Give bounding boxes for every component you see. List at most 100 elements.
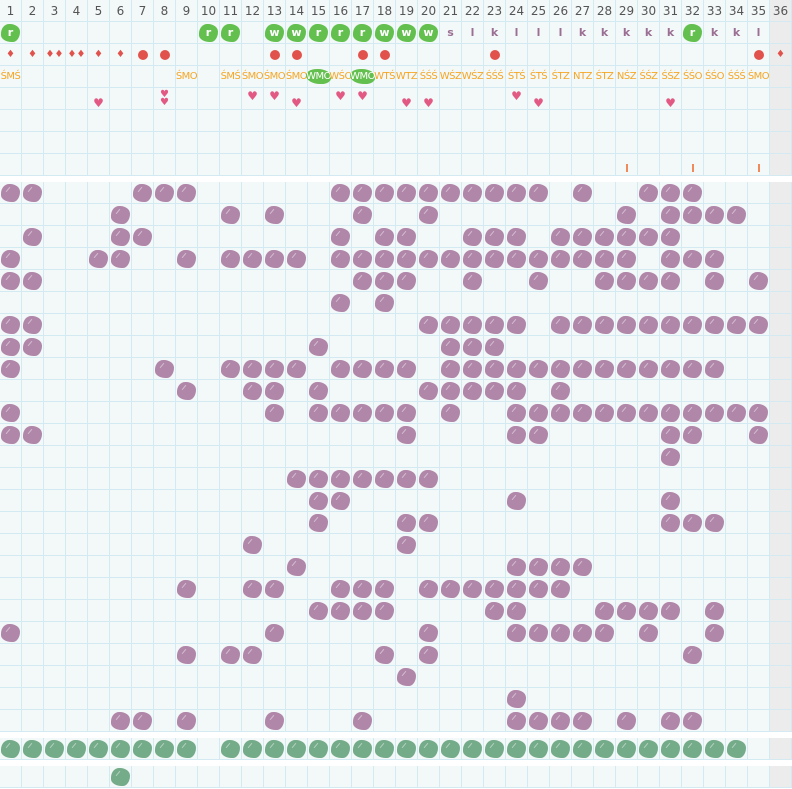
grid-cell[interactable] (22, 314, 44, 336)
grid-cell[interactable] (330, 490, 352, 512)
grid-cell[interactable]: ŚTZ (550, 66, 572, 88)
grid-cell[interactable] (88, 314, 110, 336)
grid-cell[interactable]: w (418, 22, 440, 44)
column-header[interactable]: 9 (176, 0, 198, 22)
grid-cell[interactable] (264, 534, 286, 556)
grid-cell[interactable] (242, 44, 264, 66)
grid-cell[interactable] (418, 314, 440, 336)
grid-cell[interactable] (264, 490, 286, 512)
grid-cell[interactable] (748, 226, 770, 248)
grid-cell[interactable]: WŚZ (462, 66, 484, 88)
grid-cell[interactable] (484, 622, 506, 644)
grid-cell[interactable] (286, 132, 308, 154)
grid-cell[interactable] (484, 666, 506, 688)
grid-cell[interactable] (374, 556, 396, 578)
grid-cell[interactable] (660, 270, 682, 292)
grid-cell[interactable] (374, 154, 396, 176)
grid-cell[interactable] (594, 182, 616, 204)
grid-cell[interactable] (66, 666, 88, 688)
grid-cell[interactable] (154, 446, 176, 468)
grid-cell[interactable] (506, 644, 528, 666)
grid-cell[interactable] (110, 512, 132, 534)
grid-cell[interactable] (660, 380, 682, 402)
grid-cell[interactable] (594, 154, 616, 176)
grid-cell[interactable] (484, 88, 506, 110)
grid-cell[interactable] (198, 358, 220, 380)
grid-cell[interactable] (198, 110, 220, 132)
grid-cell[interactable] (440, 204, 462, 226)
grid-cell[interactable] (220, 270, 242, 292)
grid-cell[interactable] (726, 666, 748, 688)
grid-cell[interactable] (418, 402, 440, 424)
grid-cell[interactable] (484, 110, 506, 132)
column-header[interactable]: 31 (660, 0, 682, 22)
grid-cell[interactable] (660, 710, 682, 732)
grid-cell[interactable] (748, 182, 770, 204)
grid-cell[interactable] (154, 292, 176, 314)
grid-cell[interactable]: ♥ (396, 88, 418, 110)
grid-cell[interactable] (726, 270, 748, 292)
column-header[interactable]: 34 (726, 0, 748, 22)
grid-cell[interactable] (418, 380, 440, 402)
grid-cell[interactable] (0, 402, 22, 424)
grid-cell[interactable] (286, 468, 308, 490)
grid-cell[interactable] (0, 248, 22, 270)
grid-cell[interactable] (176, 132, 198, 154)
grid-cell[interactable] (440, 88, 462, 110)
grid-cell[interactable] (198, 490, 220, 512)
grid-cell[interactable] (154, 44, 176, 66)
grid-cell[interactable] (110, 226, 132, 248)
grid-cell[interactable] (110, 446, 132, 468)
grid-cell[interactable] (0, 688, 22, 710)
grid-cell[interactable] (44, 182, 66, 204)
grid-cell[interactable] (352, 424, 374, 446)
grid-cell[interactable] (286, 600, 308, 622)
grid-cell[interactable] (308, 110, 330, 132)
grid-cell[interactable] (440, 292, 462, 314)
grid-cell[interactable]: ♥ (242, 88, 264, 110)
grid-cell[interactable] (550, 154, 572, 176)
grid-cell[interactable] (704, 622, 726, 644)
grid-cell[interactable] (550, 226, 572, 248)
grid-cell[interactable] (528, 710, 550, 732)
grid-cell[interactable]: ♦ ♦ (44, 44, 66, 66)
grid-cell[interactable] (528, 424, 550, 446)
grid-cell[interactable] (132, 600, 154, 622)
grid-cell[interactable] (264, 556, 286, 578)
grid-cell[interactable]: ŚŚŚ (726, 66, 748, 88)
grid-cell[interactable] (572, 154, 594, 176)
grid-cell[interactable] (572, 534, 594, 556)
grid-cell[interactable] (66, 688, 88, 710)
grid-cell[interactable] (682, 490, 704, 512)
grid-cell[interactable] (726, 424, 748, 446)
grid-cell[interactable] (616, 182, 638, 204)
grid-cell[interactable] (682, 688, 704, 710)
grid-cell[interactable] (176, 314, 198, 336)
grid-cell[interactable]: ♥ (330, 88, 352, 110)
grid-cell[interactable] (638, 336, 660, 358)
grid-cell[interactable] (66, 22, 88, 44)
grid-cell[interactable] (594, 110, 616, 132)
grid-cell[interactable] (352, 446, 374, 468)
grid-cell[interactable] (462, 622, 484, 644)
grid-cell[interactable] (220, 204, 242, 226)
grid-cell[interactable] (154, 644, 176, 666)
grid-cell[interactable] (330, 688, 352, 710)
grid-cell[interactable] (66, 292, 88, 314)
grid-cell[interactable]: ♥ (264, 88, 286, 110)
grid-cell[interactable] (418, 154, 440, 176)
grid-cell[interactable] (462, 512, 484, 534)
grid-cell[interactable] (132, 578, 154, 600)
grid-cell[interactable] (396, 556, 418, 578)
grid-cell[interactable] (132, 248, 154, 270)
grid-cell[interactable] (528, 534, 550, 556)
grid-cell[interactable] (726, 710, 748, 732)
grid-cell[interactable] (638, 270, 660, 292)
grid-cell[interactable] (484, 710, 506, 732)
grid-cell[interactable] (308, 424, 330, 446)
grid-cell[interactable] (506, 292, 528, 314)
grid-cell[interactable] (770, 578, 792, 600)
grid-cell[interactable] (44, 204, 66, 226)
grid-cell[interactable]: ♦ (110, 44, 132, 66)
grid-cell[interactable] (418, 204, 440, 226)
